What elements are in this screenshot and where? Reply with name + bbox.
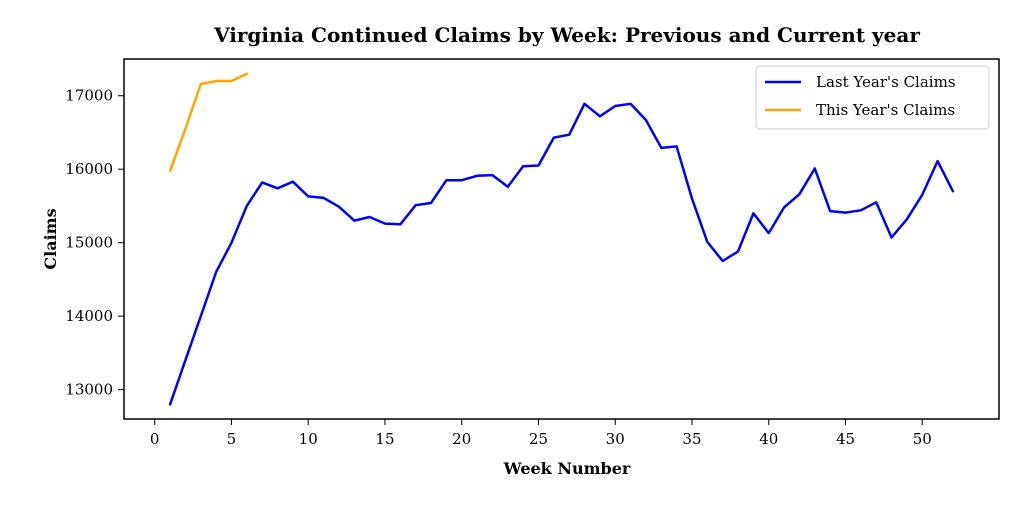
y-tick-label: 14000	[65, 307, 113, 325]
x-tick-label: 45	[836, 430, 855, 448]
x-tick-label: 30	[606, 430, 625, 448]
legend-label-this-year: This Year's Claims	[816, 101, 955, 119]
x-tick-label: 0	[150, 430, 160, 448]
series-line-this-year	[168, 72, 249, 172]
x-tick-label: 50	[913, 430, 932, 448]
y-tick-label: 13000	[65, 381, 113, 399]
x-tick-label: 20	[452, 430, 471, 448]
series-line-last-year	[168, 102, 955, 406]
x-axis-ticks: 0 5 10 15 20 25 30 35 40 45 50	[150, 419, 932, 448]
x-tick-label: 25	[529, 430, 548, 448]
y-tick-label: 17000	[65, 87, 113, 105]
x-tick-label: 40	[759, 430, 778, 448]
chart-title: Virginia Continued Claims by Week: Previ…	[213, 23, 920, 47]
y-axis-label: Claims	[41, 208, 60, 269]
x-tick-label: 35	[682, 430, 701, 448]
x-tick-label: 10	[299, 430, 318, 448]
x-tick-label: 15	[375, 430, 394, 448]
x-axis-label: Week Number	[503, 459, 631, 478]
y-axis-ticks: 13000 14000 15000 16000 17000	[65, 87, 124, 399]
series-layer	[168, 72, 955, 406]
x-tick-label: 5	[227, 430, 237, 448]
y-tick-label: 15000	[65, 234, 113, 252]
legend-box	[755, 65, 990, 130]
legend-label-last-year: Last Year's Claims	[816, 73, 956, 91]
legend: Last Year's Claims This Year's Claims	[755, 65, 990, 130]
plot-area-frame	[123, 58, 1000, 420]
y-tick-label: 16000	[65, 160, 113, 178]
